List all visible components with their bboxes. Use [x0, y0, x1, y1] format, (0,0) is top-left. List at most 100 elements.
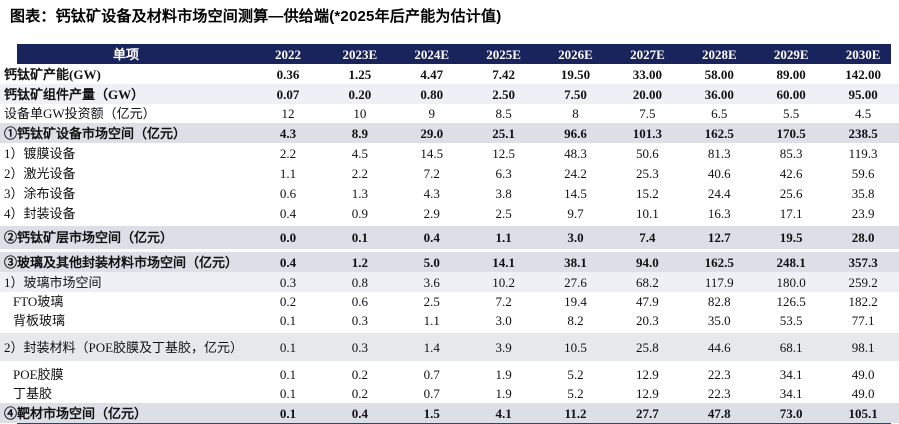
row-value: 9.7 [567, 205, 584, 221]
row-value: 10.1 [636, 205, 659, 221]
row-value: 0.1 [279, 313, 297, 328]
row-value: 47.8 [707, 405, 731, 421]
row-value: 2.9 [423, 205, 440, 221]
table-row: 1）镀膜设备 2.2 4.5 14.5 12.5 48.3 50.6 81.3 85.3 119.… [0, 143, 899, 163]
row-value: 4.47 [420, 66, 444, 82]
row-value: 7.5 [639, 106, 656, 121]
table-row: ④靶材市场空间（亿元） 0.1 0.4 1.5 4.1 11.2 27.7 47.8 73.0 1… [0, 403, 899, 423]
row-value: 35.0 [707, 313, 731, 328]
row-value: 95.00 [848, 86, 878, 102]
row-value: 16.3 [707, 205, 731, 221]
row-value: 20.3 [636, 313, 659, 328]
row-value: 3.6 [423, 274, 440, 290]
row-label: POE胶膜 [13, 366, 64, 382]
row-label: 钙钛矿组件产量（GW） [4, 86, 145, 102]
row-value: 0.7 [423, 386, 440, 401]
row-value: 25.1 [492, 125, 515, 141]
row-value: 170.5 [776, 125, 806, 141]
row-value: 94.0 [636, 254, 659, 270]
row-value: 2.2 [351, 165, 368, 181]
row-label: 2）封装材料（POE胶膜及丁基胶，亿元） [4, 339, 244, 355]
row-value: 119.3 [848, 145, 878, 161]
row-value: 27.7 [636, 405, 659, 421]
row-value: 8.9 [351, 125, 368, 141]
header-year-2023E: 2023E [342, 46, 378, 62]
row-value: 35.8 [851, 185, 875, 201]
row-value: 0.1 [351, 230, 368, 245]
row-label: 钙钛矿产能(GW) [4, 66, 101, 82]
row-value: 25.3 [636, 165, 659, 181]
row-value: 48.3 [564, 145, 587, 161]
row-value: 1.1 [279, 165, 297, 181]
row-value: 0.0 [279, 230, 297, 245]
row-value: 50.6 [636, 145, 659, 161]
row-value: 22.3 [707, 386, 731, 401]
row-value: 89.00 [776, 66, 806, 82]
row-value: 238.5 [848, 125, 878, 141]
row-value: 0.4 [423, 230, 440, 245]
row-value: 60.00 [776, 86, 806, 102]
row-value: 68.2 [636, 274, 659, 290]
row-value: 2.50 [492, 86, 515, 102]
row-value: 357.3 [848, 254, 878, 270]
table-row: 钙钛矿组件产量（GW） 0.07 0.20 0.80 2.50 7.50 20.00 36.0… [0, 84, 899, 104]
row-value: 7.2 [423, 165, 440, 181]
row-value: 2.5 [423, 294, 440, 309]
row-value: 0.1 [279, 386, 297, 401]
row-value: 22.3 [707, 366, 731, 382]
row-value: 0.9 [351, 205, 368, 221]
row-value: 2.5 [495, 205, 512, 221]
row-value: 0.2 [351, 386, 368, 401]
row-value: 28.0 [851, 230, 875, 245]
row-value: 0.4 [351, 405, 368, 421]
row-value: 4.1 [495, 405, 512, 421]
row-value: 1.3 [351, 185, 368, 201]
row-value: 7.50 [564, 86, 587, 102]
row-label: FTO玻璃 [13, 294, 64, 309]
table-row: 2）封装材料（POE胶膜及丁基胶，亿元） 0.1 0.3 1.4 3.9 10.5 25.8… [0, 333, 899, 361]
row-value: 5.5 [783, 106, 800, 121]
row-value: 0.3 [351, 339, 368, 355]
row-value: 27.6 [564, 274, 587, 290]
table-row: FTO玻璃 0.2 0.6 2.5 7.2 19.4 47.9 82.8 126.5 182.2 [0, 292, 899, 311]
row-label: 丁基胶 [13, 386, 53, 401]
row-value: 6.3 [495, 165, 512, 181]
row-value: 0.6 [351, 294, 368, 309]
row-value: 44.6 [707, 339, 731, 355]
row-value: 180.0 [776, 274, 806, 290]
header-year-2027E: 2027E [630, 46, 665, 62]
row-value: 0.4 [279, 254, 297, 270]
row-value: 4.5 [351, 145, 368, 161]
table-row: 丁基胶 0.1 0.2 0.7 1.9 5.2 12.9 22.3 34.1 49.0 [0, 384, 899, 403]
row-value: 162.5 [704, 125, 734, 141]
row-value: 1.2 [351, 254, 368, 270]
row-value: 15.2 [636, 185, 659, 201]
row-value: 29.0 [420, 125, 444, 141]
row-value: 98.1 [851, 339, 875, 355]
row-value: 0.8 [351, 274, 368, 290]
row-value: 1.9 [495, 386, 512, 401]
row-value: 47.9 [636, 294, 659, 309]
header-item-column: 单项 [112, 46, 139, 62]
row-value: 96.6 [564, 125, 587, 141]
row-value: 85.3 [779, 145, 803, 161]
row-value: 4.5 [854, 106, 872, 121]
row-value: 82.8 [707, 294, 731, 309]
row-value: 8 [572, 106, 579, 121]
row-value: 68.1 [779, 339, 803, 355]
row-value: 1.5 [423, 405, 440, 421]
row-value: 49.0 [851, 366, 875, 382]
row-label: ①钙钛矿设备市场空间（亿元） [4, 125, 187, 141]
figure-title: 图表：钙钛矿设备及材料市场空间测算—供给端(*2025年后产能为估计值) [10, 8, 502, 25]
row-value: 19.50 [560, 66, 591, 82]
table-row: 背板玻璃 0.1 0.3 1.1 3.0 8.2 20.3 35.0 53.5 77.1 [0, 311, 899, 330]
row-value: 3.0 [567, 230, 584, 245]
header-year-2026E: 2026E [558, 46, 593, 62]
table-row: 1）玻璃市场空间 0.3 0.8 3.6 10.2 27.6 68.2 117.9 180.0 2… [0, 272, 899, 292]
header-year-2025E: 2025E [486, 46, 521, 62]
row-value: 14.1 [492, 254, 515, 270]
row-value: 12.9 [636, 386, 659, 401]
row-value: 0.3 [279, 274, 297, 290]
row-value: 0.36 [276, 66, 300, 82]
row-value: 1.1 [423, 313, 440, 328]
